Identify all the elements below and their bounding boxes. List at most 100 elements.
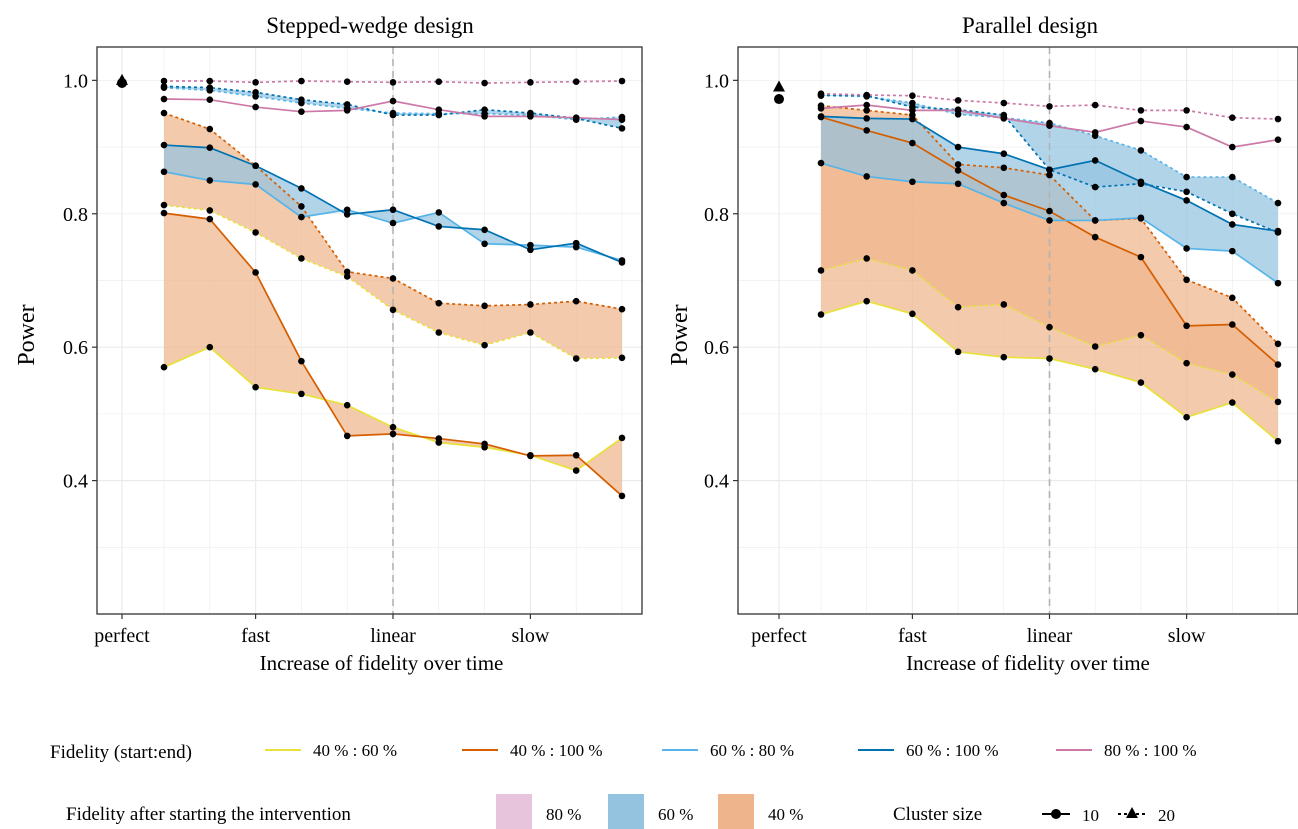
data-point — [618, 125, 626, 132]
fidelity-legend-item: 60 % : 100 % — [858, 741, 999, 760]
data-point — [572, 239, 580, 247]
data-point — [481, 440, 488, 448]
band-legend-item: 40 % — [718, 794, 803, 829]
data-point — [863, 91, 870, 99]
data-point — [389, 430, 397, 438]
data-point — [298, 185, 305, 192]
fidelity-legend-item: 80 % : 100 % — [1056, 741, 1197, 760]
plot-border — [737, 46, 1298, 615]
x-tick-label: linear — [370, 625, 416, 647]
data-point — [481, 302, 488, 310]
data-point — [1000, 353, 1008, 361]
series-line-1 — [163, 204, 623, 360]
data-point — [1000, 191, 1008, 199]
x-axis-label: Increase of fidelity over time — [906, 651, 1150, 675]
cluster-legend: Cluster size 10 20 — [893, 804, 1175, 825]
data-point — [1000, 99, 1008, 107]
y-tick-label: 0.4 — [704, 471, 729, 493]
data-point — [1229, 247, 1236, 255]
data-point — [954, 143, 962, 151]
data-point — [909, 178, 916, 186]
data-point — [1183, 188, 1190, 196]
data-point — [1137, 331, 1145, 339]
data-point — [1183, 173, 1190, 181]
data-point — [1229, 294, 1236, 302]
data-point — [1137, 214, 1145, 222]
fidelity-legend-item: 40 % : 100 % — [462, 741, 603, 760]
data-point — [1229, 399, 1236, 406]
data-point — [481, 113, 488, 120]
y-axis-label: Power — [667, 304, 693, 365]
data-point — [343, 107, 351, 114]
series-points — [817, 90, 1282, 445]
fidelity-legend-item: 40 % : 60 % — [265, 741, 397, 760]
data-point — [1274, 437, 1282, 445]
cluster-legend-items: 10 20 — [1042, 806, 1175, 825]
y-tick-label: 1.0 — [704, 70, 729, 92]
data-point — [252, 103, 259, 111]
data-point — [298, 213, 305, 221]
data-point — [160, 141, 168, 149]
data-point — [1091, 183, 1099, 191]
data-point — [298, 108, 305, 116]
data-point — [435, 209, 443, 216]
data-point — [909, 139, 916, 147]
data-point — [1229, 143, 1236, 151]
data-point — [1091, 343, 1099, 350]
legend-label: 40 % — [768, 805, 803, 824]
data-point — [527, 246, 534, 254]
data-point — [1046, 122, 1053, 130]
data-point — [389, 275, 397, 282]
data-point — [160, 77, 168, 85]
data-point — [863, 107, 870, 114]
data-point — [863, 297, 870, 305]
data-point — [572, 451, 580, 459]
data-point — [1229, 371, 1236, 378]
data-point — [1274, 136, 1282, 144]
band-60-size-10 — [821, 116, 1278, 284]
legend-label: 60 % — [658, 805, 693, 824]
band-legend-items: 80 % 60 % 40 % — [496, 794, 803, 829]
band-legend-item: 60 % — [608, 794, 693, 829]
data-point — [863, 173, 870, 180]
legend-label: 40 % : 60 % — [313, 741, 397, 760]
data-point — [863, 115, 870, 122]
data-point — [1091, 101, 1099, 109]
data-point — [954, 303, 962, 311]
data-point — [1229, 221, 1236, 228]
data-point — [435, 223, 443, 230]
data-point — [954, 97, 962, 104]
data-point — [435, 435, 443, 442]
perfect-point-size-20 — [773, 80, 785, 92]
legend-triangle-marker — [1126, 807, 1138, 818]
plot-border — [96, 46, 643, 615]
data-point — [343, 78, 351, 85]
data-point — [527, 113, 534, 120]
data-point — [1229, 114, 1236, 122]
data-point — [527, 452, 534, 460]
chart-title: Stepped-wedge design — [266, 13, 474, 38]
data-point — [1183, 245, 1190, 252]
data-point — [618, 77, 626, 85]
data-point — [909, 92, 916, 99]
legend-label: 60 % : 100 % — [906, 741, 999, 760]
data-point — [481, 106, 488, 114]
data-point — [909, 115, 916, 123]
data-point — [206, 96, 214, 103]
data-point — [1274, 361, 1282, 368]
data-point — [481, 240, 488, 248]
data-point — [572, 355, 580, 362]
data-point — [1091, 233, 1099, 241]
data-point — [1000, 164, 1008, 172]
data-point — [435, 329, 443, 336]
data-point — [160, 168, 168, 176]
y-tick-label: 1.0 — [63, 70, 88, 92]
data-point — [817, 267, 825, 274]
data-point — [252, 79, 259, 86]
data-point — [389, 206, 397, 214]
data-point — [481, 79, 488, 87]
legend-band-swatch — [496, 794, 532, 829]
y-tick-label: 0.8 — [63, 204, 88, 226]
data-point — [298, 203, 305, 210]
